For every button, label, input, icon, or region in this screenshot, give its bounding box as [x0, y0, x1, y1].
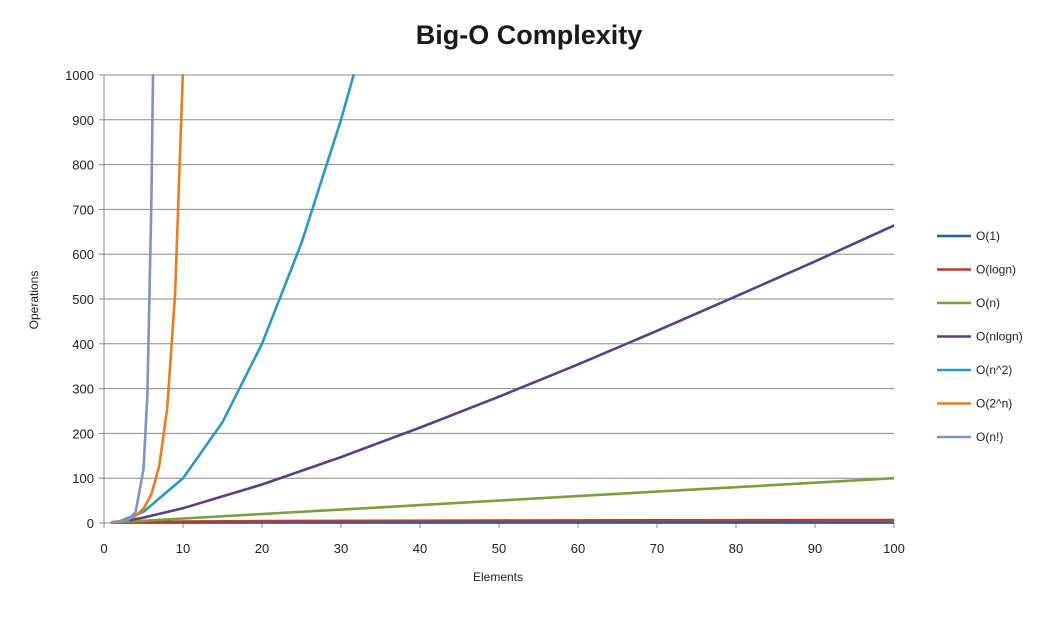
series-line-o-nlogn — [110, 224, 894, 524]
x-tick-label: 50 — [492, 541, 506, 556]
x-tick-label: 0 — [100, 541, 107, 556]
legend-label-o-logn: O(logn) — [976, 263, 1016, 277]
y-tick-label: 200 — [72, 426, 94, 441]
y-tick-label: 1000 — [65, 68, 94, 83]
y-tick-label: 500 — [72, 292, 94, 307]
legend-label-o-nlogn: O(nlogn) — [976, 330, 1023, 344]
chart-title: Big-O Complexity — [416, 20, 643, 50]
x-tick-label: 30 — [334, 541, 348, 556]
y-tick-label: 600 — [72, 247, 94, 262]
y-tick-label: 700 — [72, 202, 94, 217]
y-tick-label: 900 — [72, 113, 94, 128]
x-tick-label: 40 — [413, 541, 427, 556]
x-tick-label: 60 — [571, 541, 585, 556]
grid-layer — [104, 74, 894, 524]
x-tick-label: 80 — [729, 541, 743, 556]
x-tick-label: 90 — [808, 541, 822, 556]
x-tick-label: 100 — [883, 541, 905, 556]
series-layer — [110, 74, 894, 524]
y-tick-label: 800 — [72, 158, 94, 173]
y-tick-label: 400 — [72, 337, 94, 352]
x-tick-label: 10 — [176, 541, 190, 556]
y-tick-label: 100 — [72, 471, 94, 486]
x-tick-label: 70 — [650, 541, 664, 556]
series-line-o-n — [110, 476, 894, 524]
legend-label-o-1: O(1) — [976, 229, 1000, 243]
x-tick-label: 20 — [255, 541, 269, 556]
legend-label-o-n-2: O(n^2) — [976, 363, 1012, 377]
axis-layer: 0 100 200 300 400 500 600 700 800 900 1000 0 10 20 30 4… — [65, 68, 905, 556]
legend-label-o-2-n: O(2^n) — [976, 397, 1012, 411]
legend-label-o-n: O(n) — [976, 296, 1000, 310]
series-line-o-n — [110, 74, 155, 524]
y-tick-label: 300 — [72, 382, 94, 397]
y-axis-label: Operations — [27, 271, 41, 330]
x-axis-label: Elements — [473, 570, 523, 584]
legend: O(1) O(logn) O(n) O(nlogn) O(n^2) O(2^n) O(n!) — [937, 229, 1023, 444]
y-tick-label: 0 — [87, 516, 94, 531]
legend-label-o-n: O(n!) — [976, 430, 1003, 444]
